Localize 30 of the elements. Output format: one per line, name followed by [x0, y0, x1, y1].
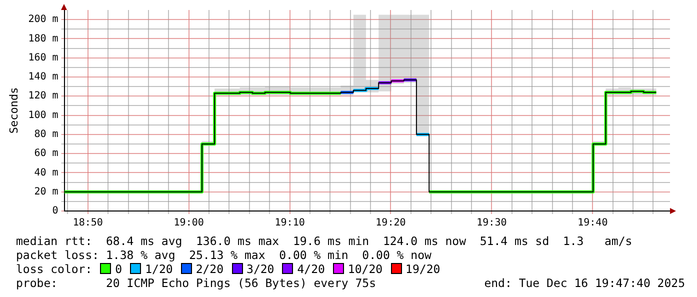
legend-label: 3/20	[246, 262, 274, 276]
x-tick-label: 19:20	[376, 218, 406, 229]
legend-title: loss color:	[16, 262, 92, 276]
y-tick-label: 160 m	[28, 52, 58, 64]
y-tick-label: 200 m	[28, 14, 58, 26]
x-tick-label: 19:00	[174, 218, 204, 229]
x-tick-label: 19:10	[274, 218, 305, 229]
y-tick-label: 120 m	[28, 90, 58, 102]
y-tick-label: 60 m	[34, 148, 58, 160]
y-tick-label: 20 m	[34, 186, 58, 198]
text: end: Tue Dec 16 19:47:40 2025	[484, 276, 685, 290]
x-tick-label: 19:40	[578, 218, 608, 229]
legend-label: 0	[115, 262, 122, 276]
y-tick-label: 140 m	[28, 72, 58, 83]
legend-label: 10/20	[348, 262, 383, 276]
y-tick-label: 0	[52, 206, 58, 217]
x-tick-label: 19:30	[476, 218, 507, 229]
legend-label: 19/20	[406, 262, 440, 276]
y-tick-label: 80 m	[34, 129, 58, 140]
y-tick-label: 180 m	[28, 33, 58, 44]
text: median rtt: 68.4 ms avg 136.0 ms max 19.6 ms min 124.0 ms now 51.4 ms sd 1.3 am/s	[16, 234, 632, 248]
legend-label: 4/20	[297, 262, 325, 276]
text: probe: 20 ICMP Echo Pings (56 Bytes) every 75s	[16, 276, 376, 290]
text: packet loss: 1.38 % avg 25.13 % max 0.00 % min 0.00 % now	[16, 248, 432, 262]
legend-label: 2/20	[196, 262, 224, 276]
x-tick-label: 18:50	[72, 218, 103, 229]
y-tick-label: 40 m	[34, 167, 58, 178]
y-axis-title: Seconds	[7, 87, 20, 134]
legend-label: 1/20	[145, 262, 173, 276]
y-tick-label: 100 m	[28, 110, 58, 121]
